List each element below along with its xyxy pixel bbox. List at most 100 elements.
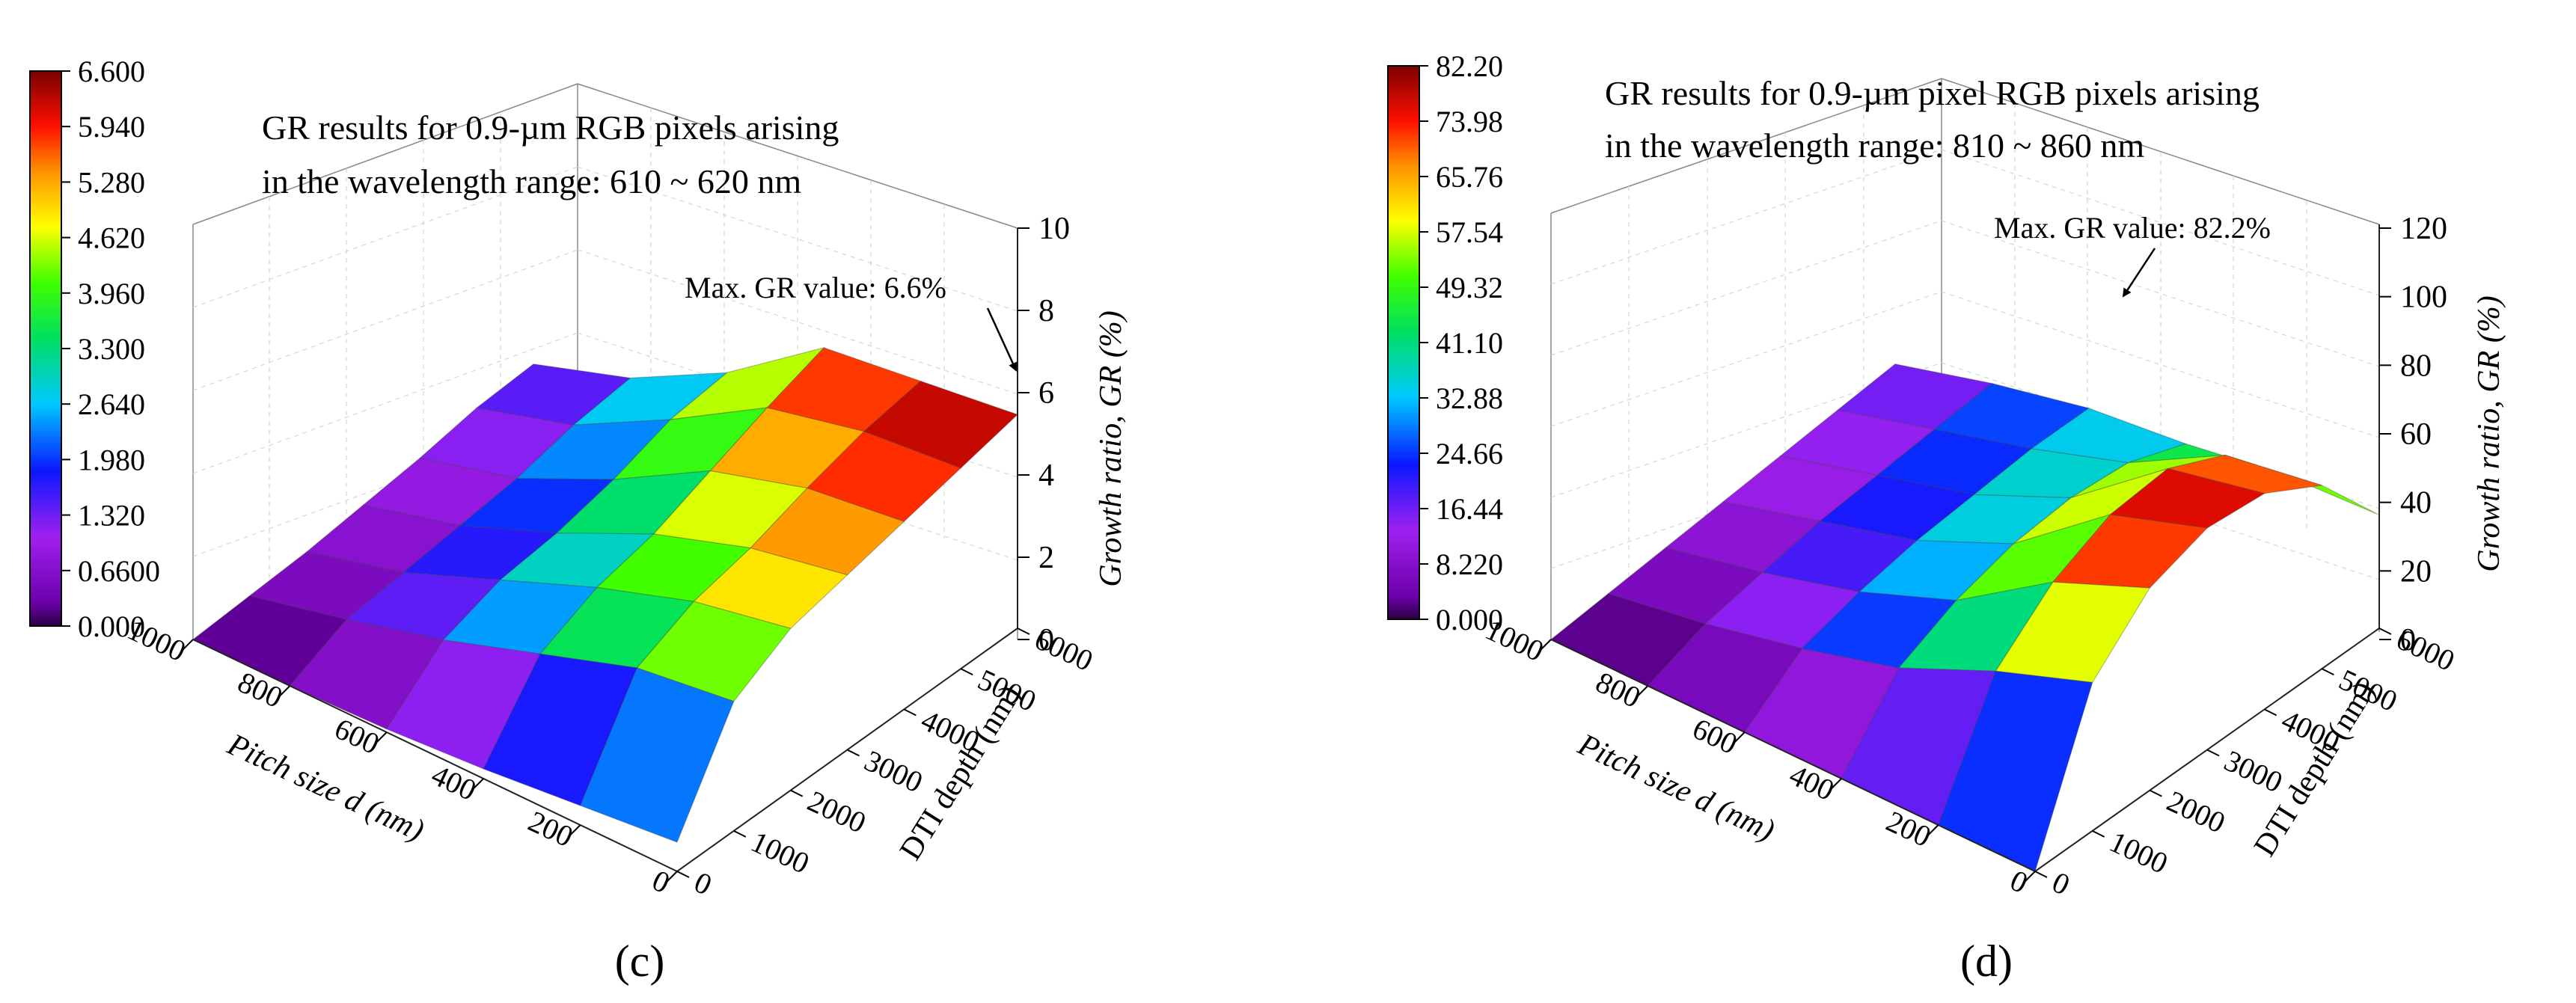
colorbar-tick-label: 41.10 bbox=[1436, 326, 1503, 360]
z-tick-label: 0 bbox=[1038, 623, 1054, 657]
surface-patch bbox=[806, 431, 962, 522]
z-tick-label: 10 bbox=[1038, 212, 1070, 246]
colorbar-tick-label: 73.98 bbox=[1436, 105, 1503, 138]
z-tick-label: 60 bbox=[2400, 417, 2432, 452]
z-tick-label: 4 bbox=[1038, 458, 1054, 493]
panel-c-title-line-2: in the wavelength range: 610 ~ 620 nm bbox=[262, 162, 801, 200]
y-tick-label: 6000 bbox=[2391, 622, 2460, 678]
y-tick-label: 6000 bbox=[1030, 622, 1098, 678]
y-tick-mark bbox=[2092, 829, 2105, 838]
colorbar-tick-label: 5.940 bbox=[78, 110, 145, 144]
y-tick-label: 3000 bbox=[2219, 743, 2288, 800]
z-tick-label: 2 bbox=[1038, 541, 1054, 575]
panel-d-z-axis-label: Growth ratio, GR (%) bbox=[2472, 295, 2506, 571]
x-tick-mark bbox=[472, 778, 484, 790]
colorbar-tick-label: 6.600 bbox=[78, 55, 145, 88]
panel-d-colorbar-ticks: 82.20 73.98 65.76 57.54 49.32 41.10 32.88 24.66… bbox=[1419, 49, 1503, 637]
y-tick-label: 1000 bbox=[746, 824, 815, 880]
colorbar-tick-label: 82.20 bbox=[1436, 49, 1503, 83]
x-tick-mark bbox=[1830, 778, 1842, 790]
colorbar-tick-label: 0.6600 bbox=[78, 554, 160, 588]
x-tick-mark bbox=[569, 824, 581, 836]
panel-c-title-line-1: GR results for 0.9-µm RGB pixels arising bbox=[262, 108, 839, 147]
z-tick-label: 20 bbox=[2400, 554, 2432, 589]
x-tick-mark bbox=[1540, 639, 1552, 651]
panel-c-z-axis-label: Growth ratio, GR (%) bbox=[1094, 310, 1128, 586]
colorbar-tick-label: 32.88 bbox=[1436, 381, 1503, 415]
colorbar-tick-label: 5.280 bbox=[78, 165, 145, 199]
colorbar-tick-label: 49.32 bbox=[1436, 271, 1503, 304]
y-tick-label: 2000 bbox=[803, 784, 872, 840]
colorbar-tick-label: 1.320 bbox=[78, 499, 145, 533]
y-tick-mark bbox=[847, 749, 860, 757]
colorbar-tick-label: 3.300 bbox=[78, 332, 145, 366]
x-tick-mark bbox=[1636, 685, 1649, 697]
z-tick-label: 80 bbox=[2400, 349, 2432, 383]
x-tick-mark bbox=[182, 639, 194, 651]
y-tick-mark bbox=[2149, 789, 2162, 797]
y-tick-mark bbox=[2034, 871, 2048, 878]
y-tick-label: 2000 bbox=[2162, 784, 2231, 840]
z-tick-label: 8 bbox=[1038, 294, 1054, 328]
panel-c-x-axis-label: Pitch size d (nm) bbox=[221, 727, 429, 848]
y-tick-mark bbox=[2206, 749, 2220, 757]
x-tick-mark bbox=[376, 731, 388, 743]
x-tick-mark bbox=[666, 871, 678, 883]
x-tick-mark bbox=[1927, 824, 1939, 836]
colorbar-tick-label: 3.960 bbox=[78, 277, 145, 310]
z-tick-label: 40 bbox=[2400, 486, 2432, 521]
z-tick-label: 100 bbox=[2400, 280, 2447, 315]
panel-d-label: (d) bbox=[1960, 936, 2013, 986]
surface-patch bbox=[693, 547, 848, 629]
x-tick-label: 0 bbox=[2005, 863, 2033, 900]
panel-d-title-line-1: GR results for 0.9-µm pixel RGB pixels a… bbox=[1605, 74, 2260, 112]
y-tick-mark bbox=[1017, 628, 1030, 635]
y-tick-mark bbox=[903, 708, 917, 717]
surface-patch bbox=[579, 667, 735, 843]
colorbar-tick-label: 16.44 bbox=[1436, 492, 1503, 526]
panel-d-annotation: Max. GR value: 82.2% bbox=[1994, 211, 2271, 245]
colorbar-tick-label: 57.54 bbox=[1436, 215, 1503, 249]
colorbar-tick-label: 1.980 bbox=[78, 443, 145, 476]
panel-d-x-axis-label: Pitch size d (nm) bbox=[1572, 727, 1779, 848]
colorbar-tick-label: 0.000 bbox=[1436, 603, 1503, 637]
x-tick-mark bbox=[2024, 871, 2036, 883]
panel-d-surface bbox=[1549, 364, 2380, 872]
panel-c-annotation: Max. GR value: 6.6% bbox=[685, 271, 946, 304]
y-tick-mark bbox=[2321, 668, 2334, 676]
y-tick-mark bbox=[790, 789, 804, 797]
panel-c-colorbar-ticks: 6.600 5.940 5.280 4.620 3.960 3.300 2.640 1.980… bbox=[61, 55, 160, 643]
y-tick-label: 0 bbox=[2047, 865, 2075, 901]
z-tick-label: 6 bbox=[1038, 376, 1054, 411]
panel-d-annotation-arrow bbox=[2122, 248, 2156, 298]
colorbar-tick-label: 8.220 bbox=[1436, 547, 1503, 581]
colorbar-tick-label: 24.66 bbox=[1436, 437, 1503, 470]
x-tick-mark bbox=[1734, 731, 1746, 743]
panel-c-z-ticks: 0 2 4 6 8 10 bbox=[1018, 212, 1070, 657]
y-tick-mark bbox=[733, 829, 747, 838]
panel-c-annotation-arrow bbox=[986, 307, 1018, 372]
panel-c-surface bbox=[192, 346, 1019, 843]
panel-d-title-line-2: in the wavelength range: 810 ~ 860 nm bbox=[1605, 126, 2144, 165]
y-tick-label: 0 bbox=[689, 865, 717, 901]
y-tick-mark bbox=[2378, 628, 2392, 635]
y-tick-mark bbox=[960, 668, 973, 676]
colorbar-tick-label: 4.620 bbox=[78, 221, 145, 255]
y-tick-label: 1000 bbox=[2105, 824, 2173, 880]
panel-c-colorbar bbox=[29, 70, 62, 627]
x-tick-label: 200 bbox=[523, 804, 578, 853]
y-tick-mark bbox=[676, 871, 690, 878]
panel-d-colorbar bbox=[1387, 65, 1420, 620]
y-tick-mark bbox=[2264, 708, 2277, 717]
x-tick-label: 0 bbox=[647, 863, 675, 900]
panel-c-label: (c) bbox=[615, 936, 665, 986]
surface-patch bbox=[749, 487, 905, 576]
y-tick-label: 3000 bbox=[860, 743, 928, 800]
surface-patch bbox=[636, 601, 792, 702]
z-tick-label: 120 bbox=[2400, 212, 2447, 246]
z-tick-label: 0 bbox=[2400, 623, 2416, 657]
colorbar-tick-label: 0.000 bbox=[78, 610, 145, 643]
